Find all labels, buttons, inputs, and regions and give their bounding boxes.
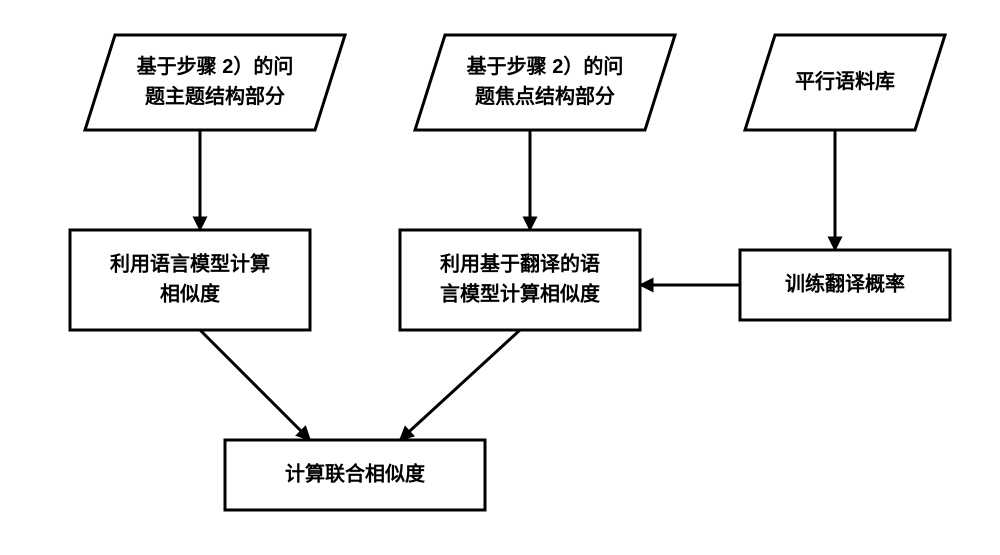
node-proc_joint: 计算联合相似度 (225, 440, 485, 510)
flowchart-canvas: 基于步骤 2）的问题主题结构部分基于步骤 2）的问题焦点结构部分平行语料库利用语… (0, 0, 1000, 555)
node-proc_lm-label-0: 利用语言模型计算 (110, 251, 270, 275)
nodes-group: 基于步骤 2）的问题主题结构部分基于步骤 2）的问题焦点结构部分平行语料库利用语… (70, 35, 950, 510)
node-input_focus-label-0: 基于步骤 2）的问 (467, 54, 624, 78)
node-proc_lm: 利用语言模型计算相似度 (70, 230, 310, 330)
node-proc_train: 训练翻译概率 (740, 250, 950, 320)
node-input_topic-label-0: 基于步骤 2）的问 (137, 54, 294, 78)
node-input_corpus: 平行语料库 (745, 35, 945, 130)
node-proc_train-label-0: 训练翻译概率 (785, 271, 905, 295)
node-input_topic: 基于步骤 2）的问题主题结构部分 (85, 35, 345, 130)
node-proc_tlm-label-0: 利用基于翻译的语 (440, 251, 600, 275)
node-input_topic-label-1: 题主题结构部分 (145, 84, 285, 108)
node-input_corpus-label-0: 平行语料库 (795, 69, 895, 93)
node-proc_joint-label-0: 计算联合相似度 (285, 461, 426, 485)
node-proc_lm-label-1: 相似度 (160, 281, 221, 305)
node-proc_tlm-label-1: 言模型计算相似度 (440, 281, 601, 305)
node-input_focus: 基于步骤 2）的问题焦点结构部分 (415, 35, 675, 130)
node-input_focus-label-1: 题焦点结构部分 (475, 84, 615, 108)
edge-proc_lm-proc_joint (200, 330, 310, 440)
node-proc_tlm: 利用基于翻译的语言模型计算相似度 (400, 230, 640, 330)
edge-proc_tlm-proc_joint (400, 330, 520, 440)
